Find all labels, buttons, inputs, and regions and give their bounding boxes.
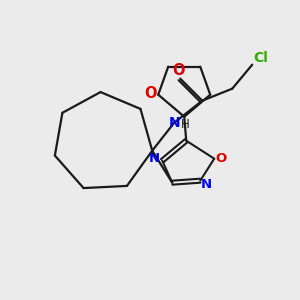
Text: Cl: Cl (253, 51, 268, 65)
Text: O: O (216, 152, 227, 165)
Text: H: H (181, 118, 190, 131)
Text: N: N (149, 152, 160, 165)
Text: N: N (168, 116, 180, 130)
Text: O: O (172, 63, 184, 78)
Text: N: N (201, 178, 212, 191)
Text: O: O (144, 86, 157, 101)
